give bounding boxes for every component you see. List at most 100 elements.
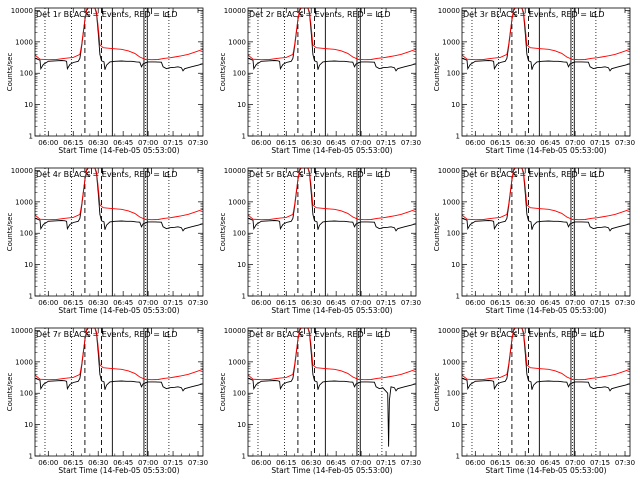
marker-letter: S: [299, 11, 304, 19]
y-tick-label: 1: [456, 133, 460, 141]
y-tick-label: 10000: [438, 7, 460, 15]
y-tick-label: 100: [447, 390, 460, 398]
y-tick-label: 10: [237, 101, 246, 109]
x-tick-label: 06:00: [251, 459, 271, 467]
y-axis-label: Counts/sec: [219, 53, 227, 92]
events-series-line: [35, 168, 203, 232]
x-tick-label: 07:30: [615, 299, 635, 307]
x-tick-label: 06:30: [88, 139, 108, 147]
y-tick-label: 1: [29, 133, 33, 141]
y-tick-label: 1000: [228, 38, 246, 46]
x-tick-label: 06:30: [88, 299, 108, 307]
x-tick-label: 07:15: [163, 299, 183, 307]
x-tick-label: 07:15: [163, 139, 183, 147]
x-axis-label: Start Time (14-Feb-05 05:53:00): [271, 466, 392, 475]
marker-letter: S: [513, 11, 518, 19]
x-tick-label: 07:30: [401, 139, 421, 147]
plot-frame: [34, 327, 204, 457]
plot-frame: [461, 167, 631, 297]
x-tick-label: 06:00: [38, 139, 58, 147]
x-tick-label: 06:45: [540, 299, 560, 307]
x-tick-label: 07:00: [565, 459, 585, 467]
y-tick-label: 10000: [224, 7, 246, 15]
x-tick-label: 06:30: [88, 459, 108, 467]
x-axis-label: Start Time (14-Feb-05 05:53:00): [271, 146, 392, 155]
marker-letter: S: [513, 331, 518, 339]
y-tick-label: 1: [29, 293, 33, 301]
x-tick-label: 07:30: [188, 459, 208, 467]
x-tick-label: 06:30: [301, 459, 321, 467]
x-tick-label: 06:15: [276, 299, 296, 307]
x-tick-label: 06:00: [465, 459, 485, 467]
x-tick-label: 06:15: [63, 299, 83, 307]
events-series-line: [248, 8, 416, 72]
x-tick-label: 07:15: [376, 299, 396, 307]
events-series-line: [35, 328, 203, 392]
x-tick-label: 06:00: [251, 139, 271, 147]
x-tick-label: 06:00: [38, 299, 58, 307]
y-tick-label: 100: [233, 390, 246, 398]
lld-series-line: [462, 168, 630, 221]
y-tick-label: 10000: [438, 167, 460, 175]
y-tick-label: 1: [242, 453, 246, 461]
events-series-line: [248, 168, 416, 232]
x-tick-label: 07:00: [565, 139, 585, 147]
x-tick-label: 06:15: [276, 139, 296, 147]
y-tick-label: 10: [451, 101, 460, 109]
x-tick-label: 06:15: [63, 459, 83, 467]
x-tick-label: 06:15: [490, 139, 510, 147]
x-tick-label: 07:30: [188, 299, 208, 307]
lld-series-line: [35, 168, 203, 221]
y-tick-label: 10000: [11, 7, 33, 15]
y-tick-label: 1000: [15, 198, 33, 206]
x-tick-label: 06:45: [326, 299, 346, 307]
y-tick-label: 100: [233, 230, 246, 238]
panel-title: Det 7r BLACK = Events, RED = LLD: [36, 330, 178, 339]
y-tick-label: 10: [24, 101, 33, 109]
marker-letter: S: [86, 171, 91, 179]
lld-series-line: [35, 8, 203, 61]
lld-series-line: [35, 328, 203, 381]
x-tick-label: 06:45: [326, 139, 346, 147]
marker-letter: C: [591, 11, 596, 19]
y-axis-label: Counts/sec: [6, 213, 14, 252]
x-tick-label: 07:00: [565, 299, 585, 307]
x-tick-label: 07:15: [590, 139, 610, 147]
x-tick-label: 07:30: [401, 459, 421, 467]
x-tick-label: 06:15: [276, 459, 296, 467]
y-tick-label: 10000: [11, 167, 33, 175]
y-axis-label: Counts/sec: [219, 373, 227, 412]
x-tick-label: 06:30: [301, 139, 321, 147]
plot-frame: [247, 7, 417, 137]
panel-title: Det 1r BLACK = Events, RED = LLD: [36, 10, 178, 19]
lld-series-line: [462, 8, 630, 61]
marker-letter: C: [591, 331, 596, 339]
y-tick-label: 100: [20, 70, 33, 78]
y-tick-label: 10: [451, 421, 460, 429]
x-tick-label: 06:45: [113, 139, 133, 147]
y-tick-label: 10000: [224, 327, 246, 335]
x-tick-label: 07:15: [590, 299, 610, 307]
panel-title: Det 3r BLACK = Events, RED = LLD: [463, 10, 605, 19]
x-tick-label: 07:00: [351, 139, 371, 147]
y-tick-label: 100: [20, 230, 33, 238]
y-tick-label: 1: [456, 453, 460, 461]
x-tick-label: 06:00: [465, 139, 485, 147]
y-axis-label: Counts/sec: [6, 373, 14, 412]
lld-series-line: [462, 328, 630, 381]
y-tick-label: 1000: [442, 198, 460, 206]
x-tick-label: 07:00: [138, 299, 158, 307]
x-axis-label: Start Time (14-Feb-05 05:53:00): [58, 146, 179, 155]
y-tick-label: 1: [29, 453, 33, 461]
x-tick-label: 07:15: [376, 139, 396, 147]
marker-letter: S: [86, 11, 91, 19]
plot-frame: [34, 7, 204, 137]
events-series-line: [462, 8, 630, 72]
y-tick-label: 100: [447, 230, 460, 238]
marker-letter: S: [299, 171, 304, 179]
